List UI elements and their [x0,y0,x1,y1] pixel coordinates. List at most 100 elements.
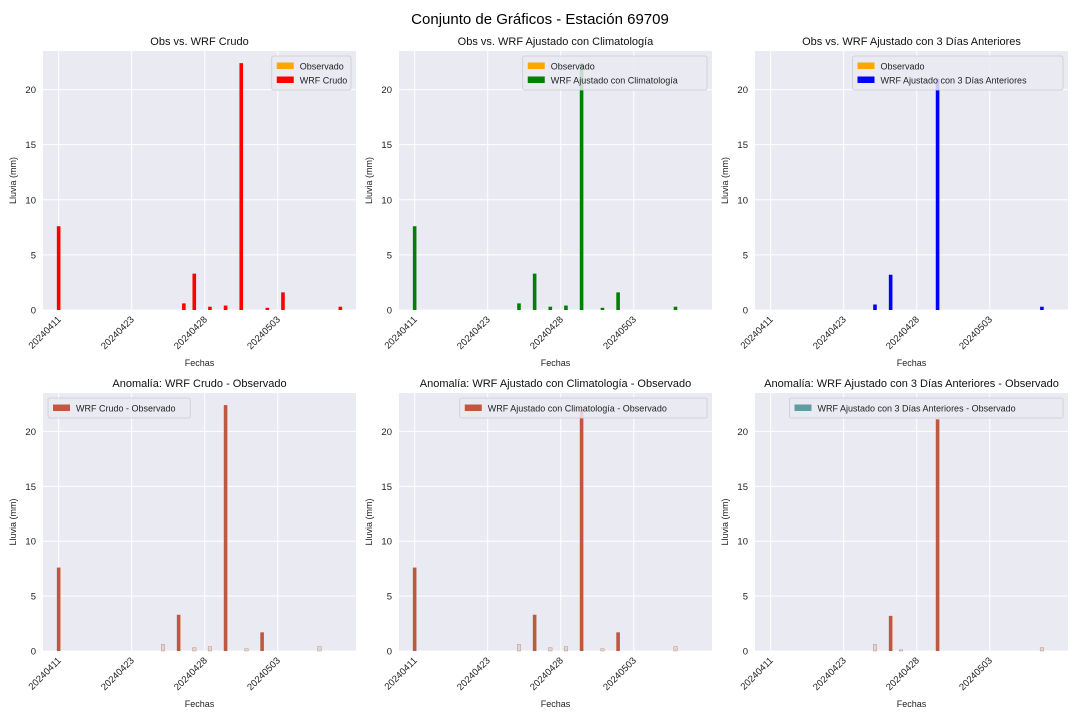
y-tick-label: 15 [737,140,748,151]
legend-label: WRF Ajustado con 3 Días Anteriores [881,76,1028,86]
bar [182,303,186,310]
legend-label: WRF Crudo - Observado [76,404,176,414]
y-tick-label: 10 [737,537,748,548]
y-axis-label: Lluvia (mm) [8,157,18,204]
y-tick-label: 10 [25,195,36,206]
legend-box [47,397,191,419]
bar [192,647,197,652]
bar [673,646,678,652]
bar [281,292,285,310]
bar [600,648,605,652]
legend-box [789,397,1064,419]
legend-label: Observado [300,62,344,72]
bar [873,644,877,652]
bar [935,78,940,310]
x-axis-label: Fechas [541,358,571,368]
legend-label: WRF Ajustado con 3 Días Anteriores - Obs… [818,404,1016,414]
y-tick-label: 0 [743,306,748,317]
legend-swatch [53,404,70,411]
y-tick-label: 5 [743,250,748,261]
chart-panel-3: 0 5 10 15 20 20240411 20240423 20240428 20240503… [720,36,1068,368]
bar [532,273,537,310]
y-tick-label: 15 [381,140,392,151]
chart-panel-5: 0 5 10 15 20 20240411 20240423 20240428 20240503… [364,378,712,709]
y-tick-label: 15 [381,482,392,493]
x-tick-label: 20240503 [245,655,283,693]
legend-swatch [276,62,294,69]
chart-panel-4: 0 5 10 15 20 20240411 20240423 20240428 20240503… [8,378,356,709]
bar [873,304,877,310]
bar [548,647,553,652]
x-axis-label: Fechas [897,358,927,368]
chart-panel-1: 0 5 10 15 20 20240411 20240423 20240428 20240503… [8,36,356,368]
bar [56,226,61,310]
bar [935,419,940,651]
plot-area [43,393,356,651]
chart-title: Anomalía: WRF Ajustado con Climatología … [420,378,691,390]
x-tick-label: 20240428 [884,314,922,352]
bar [579,63,584,310]
x-tick-label: 20240428 [528,655,566,693]
bar [563,646,568,652]
bar [208,306,212,310]
bar [517,303,521,310]
plot-area [399,393,712,651]
bar [532,614,537,651]
legend-label: Observado [881,62,925,72]
y-tick-label: 15 [25,482,36,493]
x-tick-label: 20240411 [383,314,420,351]
x-tick-label: 20240411 [383,655,420,692]
x-tick-label: 20240423 [455,655,493,693]
bar [600,307,605,310]
legend: Observado WRF Ajustado con 3 Días Anterio… [852,55,1064,91]
x-tick-label: 20240423 [811,314,849,352]
plot-area [755,51,1068,310]
y-tick-label: 10 [381,195,392,206]
chart-title: Obs vs. WRF Crudo [150,36,248,48]
legend: WRF Crudo - Observado [47,397,191,419]
x-axis-label: Fechas [541,699,571,709]
x-tick-label: 20240423 [455,314,493,352]
bar [223,405,228,651]
bar [517,644,521,652]
chart-title: Obs vs. WRF Ajustado con 3 Días Anterior… [802,36,1021,48]
legend-label: WRF Ajustado con Climatología - Observad… [488,404,667,414]
bar [888,615,893,651]
bar [616,632,620,651]
y-tick-label: 5 [387,250,392,261]
legend-label: WRF Ajustado con Climatología [551,76,678,86]
y-tick-label: 10 [381,537,392,548]
bar [161,644,165,652]
bar [176,614,181,651]
x-tick-label: 20240411 [739,655,776,692]
y-tick-label: 0 [31,306,36,317]
legend-box [852,55,1064,91]
y-tick-label: 0 [743,647,748,658]
legend-swatch [276,76,294,83]
y-axis-label: Lluvia (mm) [8,498,18,545]
bar [223,305,228,310]
bar [1040,306,1044,310]
bar [1039,647,1044,652]
y-axis-label: Lluvia (mm) [720,498,730,545]
x-axis-label: Fechas [185,699,215,709]
legend-swatch [794,404,812,411]
bar [260,632,264,651]
y-tick-label: 10 [737,195,748,206]
chart-title: Anomalía: WRF Ajustado con 3 Días Anteri… [764,378,1059,390]
x-tick-label: 20240428 [884,655,922,693]
x-tick-label: 20240428 [172,314,210,352]
bar [192,273,197,310]
bar [579,409,584,651]
plot-area [43,51,356,310]
legend-swatch [857,62,875,69]
x-tick-label: 20240411 [739,314,776,351]
y-tick-label: 15 [25,140,36,151]
y-tick-label: 20 [737,427,748,438]
legend-swatch [464,404,482,411]
x-tick-label: 20240503 [957,655,995,693]
x-tick-label: 20240428 [528,314,566,352]
y-tick-label: 0 [31,647,36,658]
chart-panel-2: 0 5 10 15 20 20240411 20240423 20240428 20240503… [364,36,712,368]
y-tick-label: 20 [381,427,392,438]
